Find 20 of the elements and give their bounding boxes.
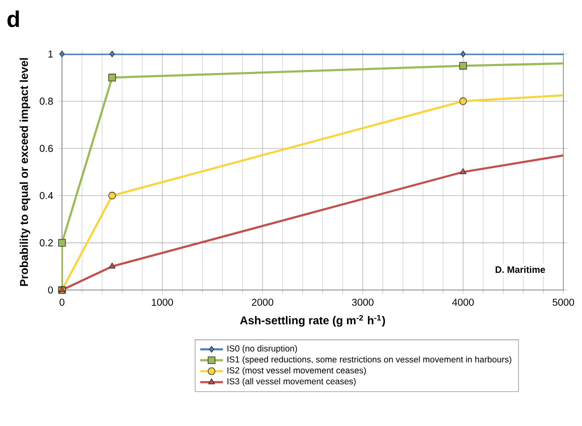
y-tick-label: 0 [48, 286, 53, 294]
y-tick-label: 0.2 [40, 239, 53, 246]
x-tick-label: 3000 [352, 298, 374, 306]
legend-label: IS0 (no disruption) [227, 345, 297, 354]
y-tick-label: 0.4 [40, 192, 53, 200]
chart-title: d [7, 10, 19, 28]
y-axis-title: Probability to equal or exceed impact level [20, 58, 30, 286]
x-tick-label: 0 [60, 298, 64, 306]
x-tick-label: 2000 [252, 298, 274, 306]
x-tick-label: 5000 [552, 298, 574, 306]
x-axis-title: Ash-settling rate (g m$^{-2}$ h$^{-1}$) [240, 314, 385, 327]
legend-label: IS3 (all vessel movement ceases) [227, 378, 356, 386]
x-tick-label: 1000 [152, 298, 173, 306]
legend-label: IS2 (most vessel movement ceases) [227, 367, 366, 376]
annotation: D. Maritime [496, 266, 546, 273]
legend-label: IS1 (speed reductions, some restrictions on vessel movement in harbours) [227, 356, 512, 364]
y-tick-label: 1 [48, 50, 53, 58]
y-tick-label: 0.8 [40, 98, 53, 105]
y-tick-label: 0.6 [40, 144, 53, 152]
x-tick-label: 4000 [452, 298, 474, 306]
